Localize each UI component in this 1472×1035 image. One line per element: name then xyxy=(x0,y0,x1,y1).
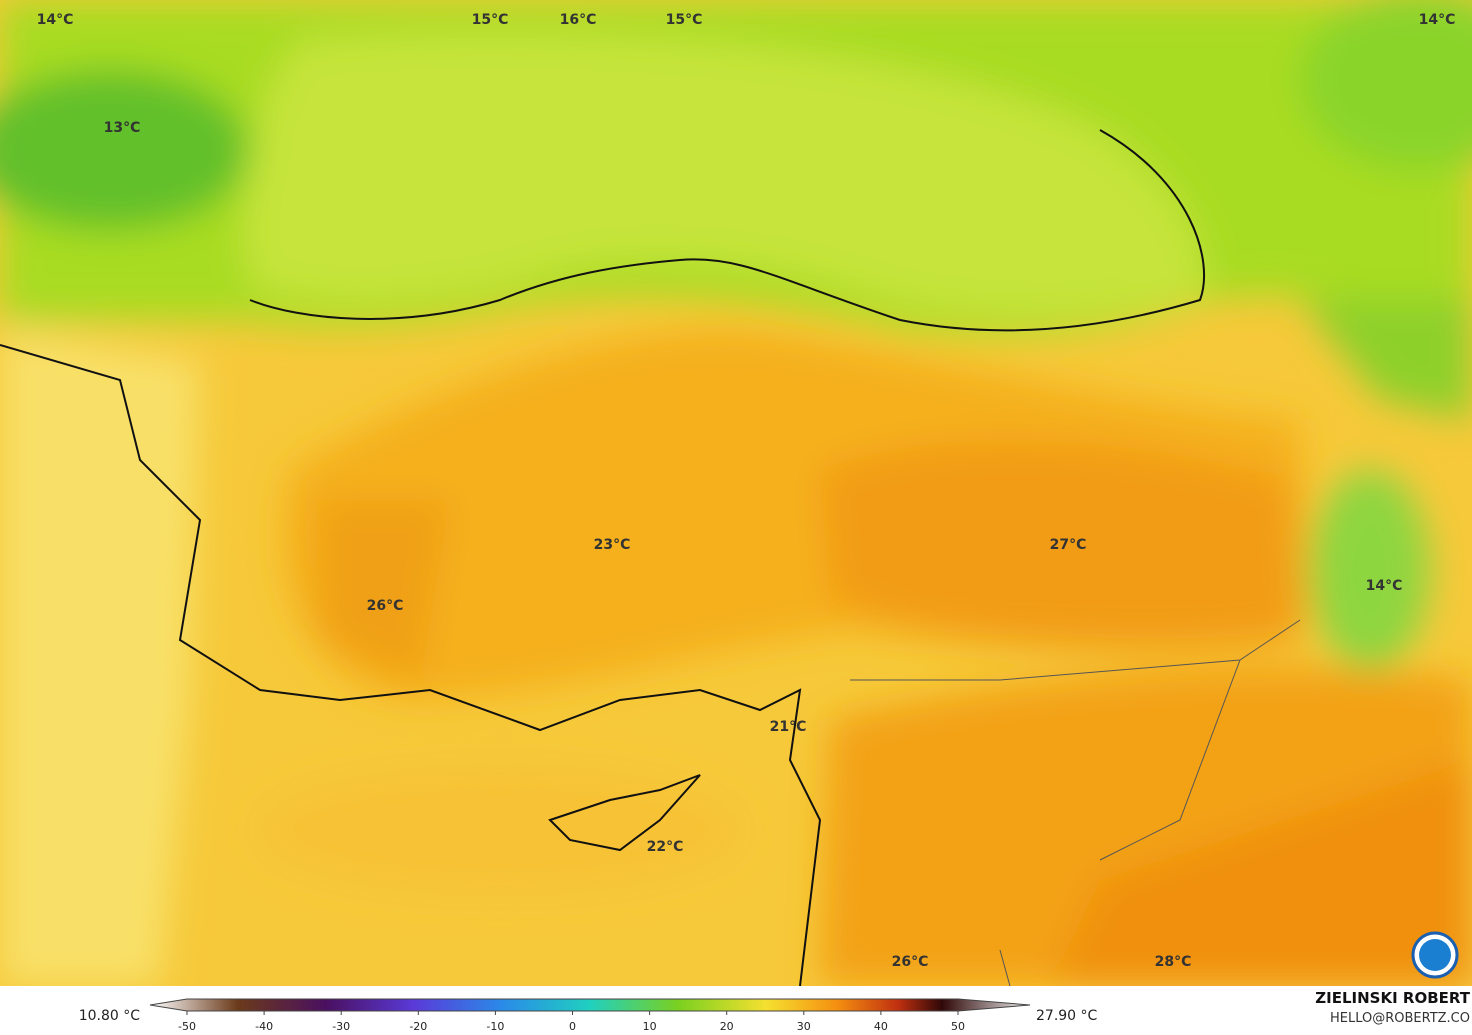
colorbar-tick-label: 40 xyxy=(874,1020,888,1033)
temperature-label: 15°C xyxy=(666,12,703,28)
colorbar-tick-label: -20 xyxy=(409,1020,427,1033)
temperature-label: 26°C xyxy=(367,598,404,614)
colorbar-tick-label: 20 xyxy=(720,1020,734,1033)
temperature-label: 27°C xyxy=(1050,537,1087,553)
contact: HELLO@ROBERTZ.CO xyxy=(1330,1011,1470,1026)
colorbar-tick-label: -50 xyxy=(178,1020,196,1033)
colorbar-tick-label: 0 xyxy=(569,1020,576,1033)
colorbar-tick-label: 50 xyxy=(951,1020,965,1033)
temperature-label: 16°C xyxy=(560,12,597,28)
temperature-label: 14°C xyxy=(1419,12,1456,28)
colorbar-tick-label: 10 xyxy=(643,1020,657,1033)
colorbar-tick-label: -10 xyxy=(486,1020,504,1033)
temperature-label: 28°C xyxy=(1155,954,1192,970)
colorbar-min: 10.80 °C xyxy=(79,1008,141,1024)
colorbar-tick-label: 30 xyxy=(797,1020,811,1033)
temperature-label: 26°C xyxy=(892,954,929,970)
temperature-label: 23°C xyxy=(594,537,631,553)
colorbar-max: 27.90 °C xyxy=(1036,1008,1098,1024)
temperature-label: 22°C xyxy=(647,839,684,855)
author: ZIELINSKI ROBERT xyxy=(1315,989,1470,1007)
colorbar-tick-label: -30 xyxy=(332,1020,350,1033)
temperature-label: 15°C xyxy=(472,12,509,28)
colorbar-tick-label: -40 xyxy=(255,1020,273,1033)
temperature-label: 21°C xyxy=(770,719,807,735)
temperature-label: 14°C xyxy=(37,12,74,28)
map-fill xyxy=(0,0,1472,986)
colorbar xyxy=(149,998,1031,1012)
temperature-label: 13°C xyxy=(104,120,141,136)
temperature-label: 14°C xyxy=(1366,578,1403,594)
